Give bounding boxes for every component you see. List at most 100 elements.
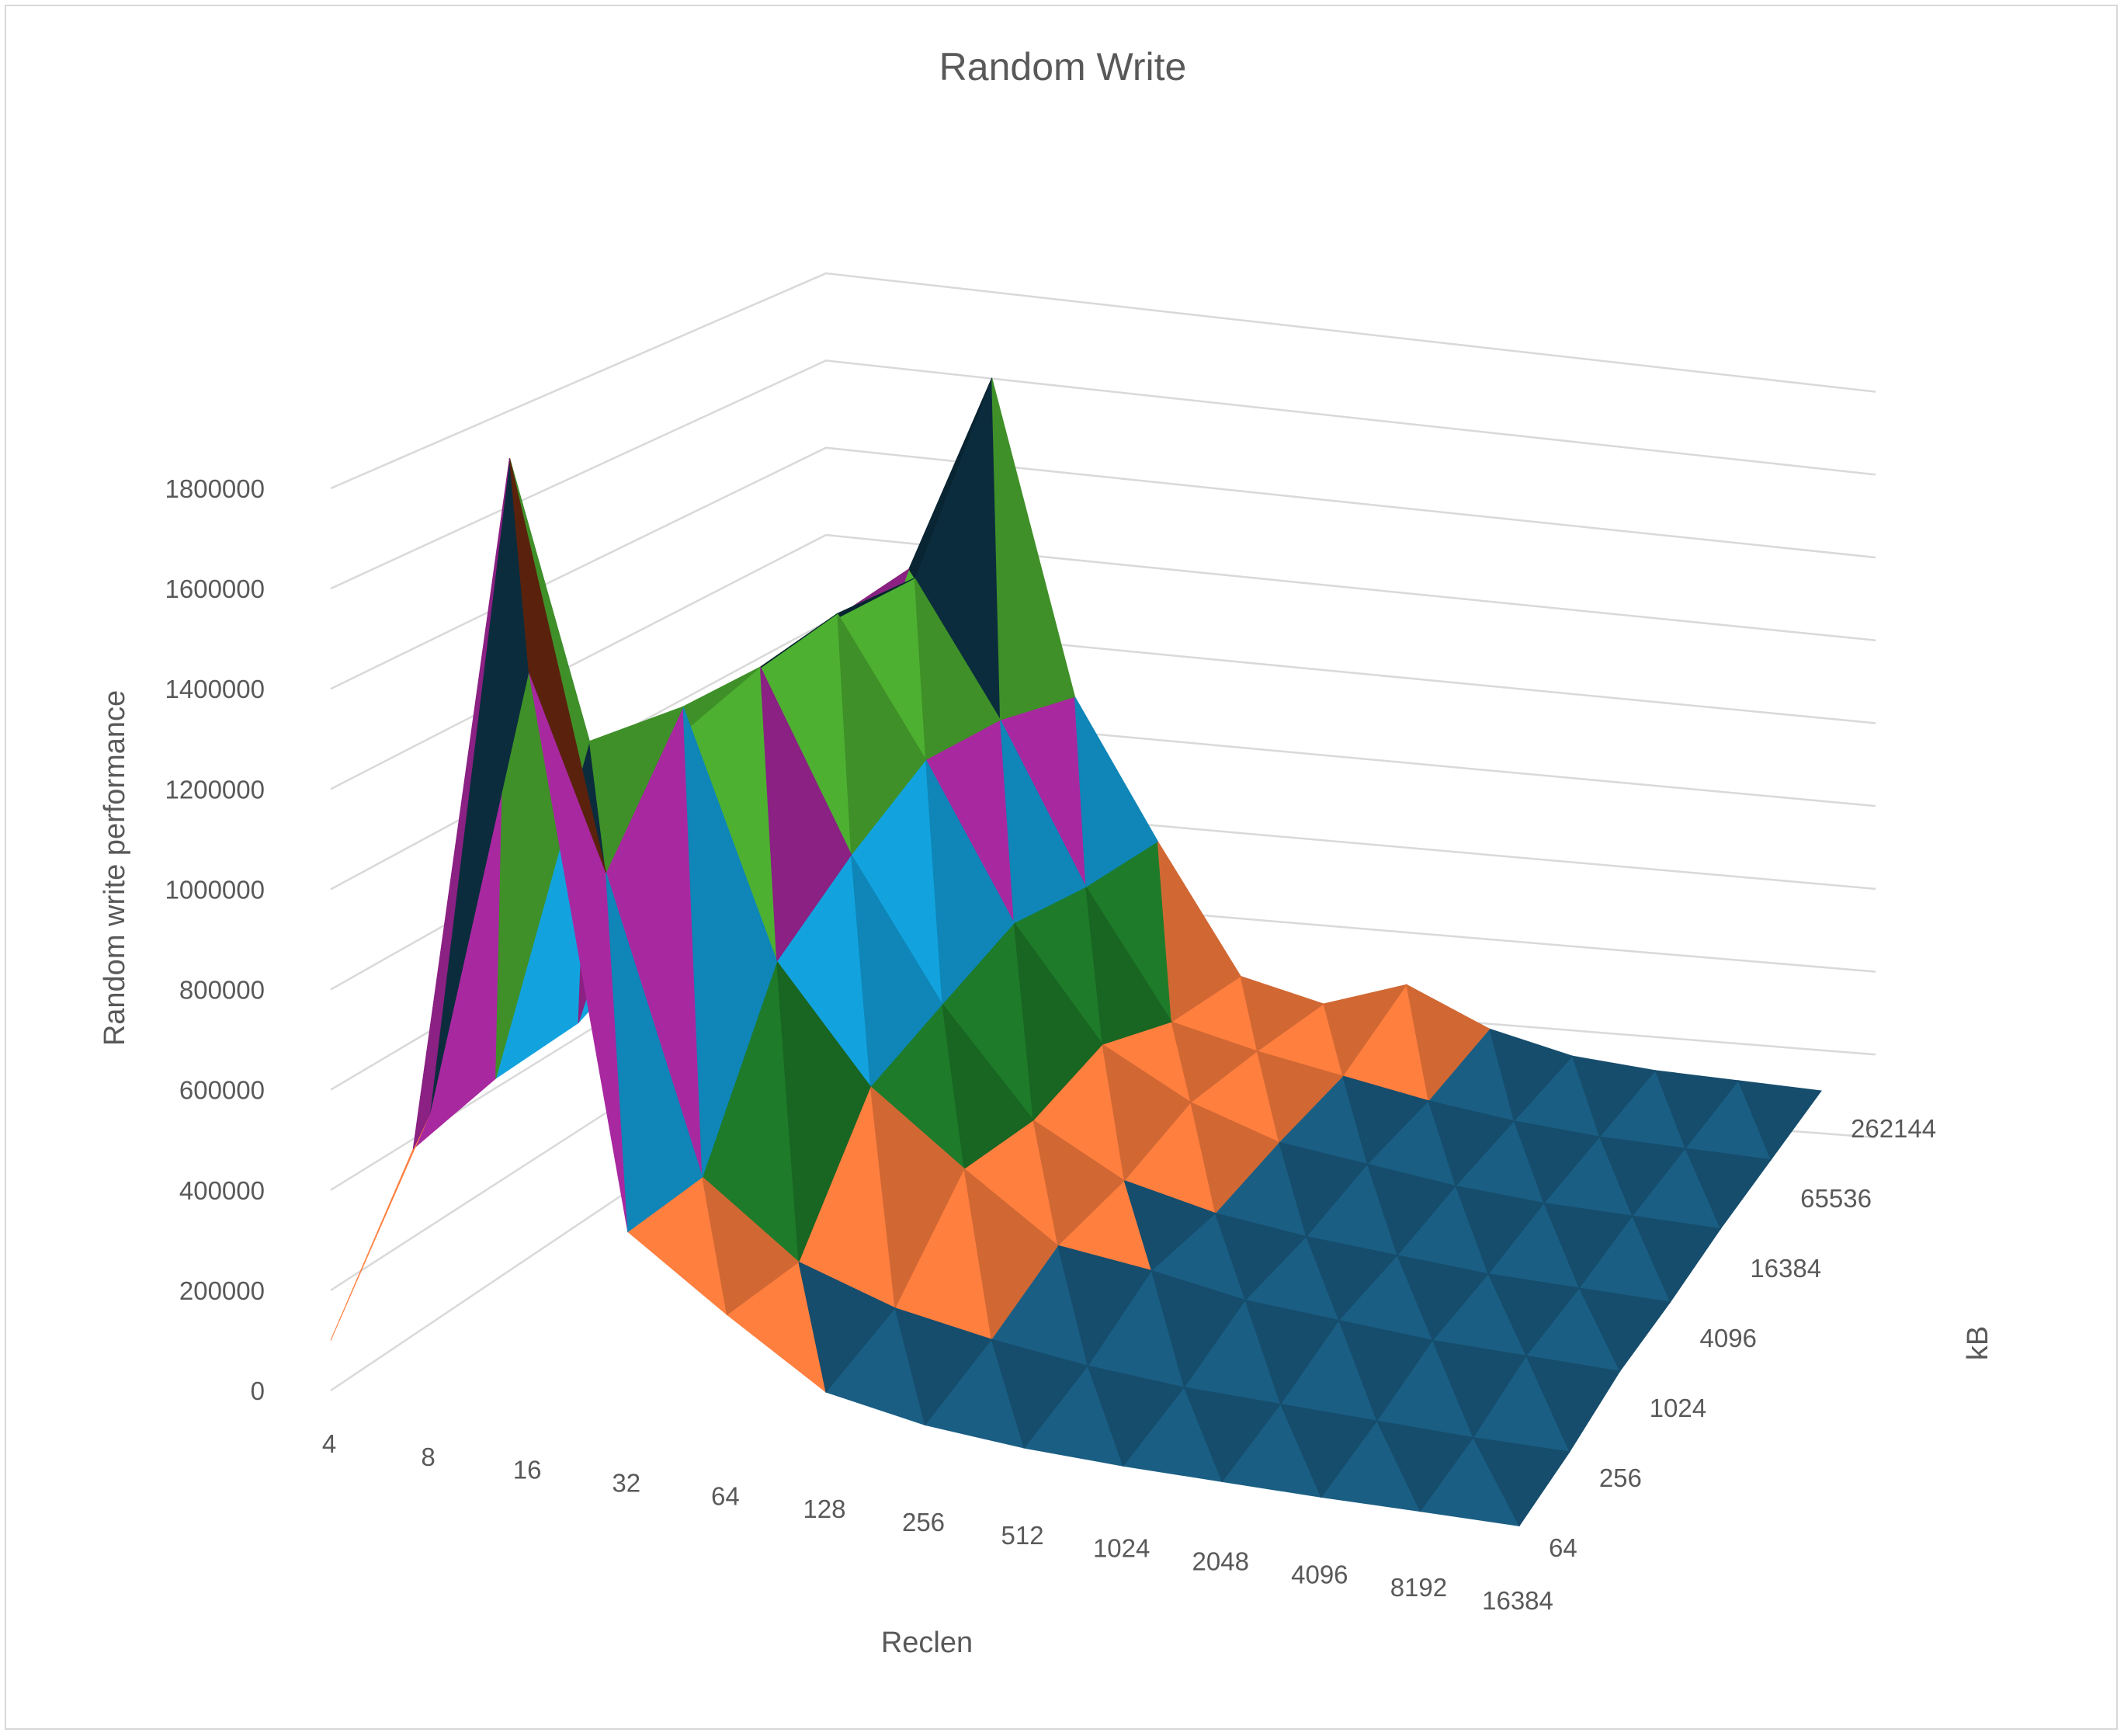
x-tick-label: 8192	[1390, 1573, 1447, 1602]
x-tick-label: 4	[322, 1429, 336, 1458]
surface-facet	[837, 613, 927, 856]
surface-facet	[798, 1261, 896, 1394]
surface-facet	[759, 666, 852, 963]
x-tick-label: 16	[513, 1456, 542, 1484]
surface-facet	[1578, 1287, 1671, 1373]
z-tick-label: 400000	[179, 1176, 265, 1205]
depth-axis-title: kB	[1962, 1326, 1994, 1360]
z-tick-label: 800000	[179, 976, 265, 1005]
surface-facet	[1305, 1235, 1398, 1321]
z-tick-label: 1800000	[165, 474, 265, 503]
surface-facet	[1256, 1050, 1344, 1144]
surface-facet	[1631, 1215, 1722, 1304]
surface-facet	[1366, 1163, 1456, 1256]
surface-facet	[1240, 975, 1325, 1052]
surface-facet	[869, 1085, 965, 1310]
surface-facet	[1432, 1339, 1527, 1439]
surface-facet	[908, 377, 993, 579]
surface-facet	[1102, 1043, 1192, 1182]
x-tick-label: 128	[803, 1495, 845, 1523]
surface-facet	[942, 1002, 1034, 1170]
surface-facet	[1157, 841, 1241, 1023]
z-tick-label: 600000	[179, 1076, 265, 1105]
depth-tick-label: 4096	[1700, 1324, 1757, 1352]
surface-facet	[1279, 1403, 1378, 1498]
surface-facet	[1183, 1387, 1282, 1483]
x-tick-label: 32	[612, 1469, 640, 1498]
surface-facet	[1513, 1120, 1601, 1204]
x-tick-label: 1024	[1093, 1534, 1150, 1563]
depth-tick-label: 256	[1599, 1463, 1642, 1492]
z-tick-label: 1200000	[165, 775, 265, 804]
surface-facet	[1525, 1355, 1621, 1453]
surface-facet	[606, 872, 703, 1233]
x-tick-label: 2048	[1192, 1547, 1249, 1576]
surface-facet	[1085, 886, 1172, 1045]
surface-facet	[1013, 921, 1103, 1121]
surface-facet	[1455, 1185, 1545, 1275]
surface-facet	[1376, 1420, 1474, 1512]
axes: 0 200000 400000 600000 800000 1000000 1200000 1…	[165, 474, 1937, 1615]
surface-facet	[1087, 1365, 1185, 1467]
surface-facet	[776, 960, 871, 1262]
surface-facet	[991, 377, 1076, 720]
depth-tick-label: 262144	[1851, 1114, 1936, 1143]
surface-facet	[588, 706, 684, 874]
surface-facet	[1598, 1136, 1686, 1217]
surface-facet	[1278, 1141, 1369, 1238]
x-tick-label: 64	[711, 1481, 740, 1510]
surface-facet	[1123, 1179, 1216, 1272]
z-tick-label: 1400000	[165, 675, 265, 703]
surface-facet	[1341, 1075, 1429, 1165]
surface-facet	[701, 1175, 800, 1316]
y-axis-title: Random write performance	[99, 690, 131, 1046]
surface-facet	[1472, 1436, 1570, 1527]
surface-facet	[1487, 1273, 1581, 1357]
surface-plot	[330, 377, 1822, 1527]
surface-facet	[1171, 1021, 1258, 1103]
surface-facet	[914, 578, 1001, 761]
depth-tick-label: 1024	[1650, 1394, 1706, 1422]
surface-facet	[1323, 984, 1407, 1078]
x-tick-label: 8	[421, 1443, 435, 1471]
surface-facet	[508, 458, 607, 873]
surface-facet	[1190, 1102, 1280, 1214]
z-tick-label: 200000	[179, 1276, 265, 1305]
surface-facet	[1406, 984, 1491, 1102]
surface-facet	[1074, 696, 1159, 888]
z-tick-label: 1000000	[165, 875, 265, 904]
surface-facet	[1571, 1055, 1657, 1138]
surface-facet	[1685, 1147, 1772, 1230]
gridline	[330, 359, 1876, 590]
surface-facet	[1397, 1255, 1490, 1342]
z-tick-label: 1600000	[165, 575, 265, 603]
surface-facet	[1214, 1212, 1307, 1301]
surface-facet	[851, 854, 943, 1088]
depth-tick-label: 64	[1549, 1533, 1577, 1562]
surface-facet	[991, 1338, 1089, 1450]
chart-title: Random Write	[939, 45, 1187, 89]
x-tick-label: 256	[902, 1508, 945, 1536]
surface-facet	[1057, 1245, 1153, 1367]
surface-facet	[682, 707, 778, 1178]
x-tick-label: 16384	[1482, 1586, 1553, 1615]
surface-facet	[894, 1307, 992, 1426]
x-tick-label: 4096	[1291, 1560, 1348, 1588]
depth-tick-label: 16384	[1750, 1254, 1821, 1283]
x-axis-title: Reclen	[881, 1627, 973, 1659]
surface-chart: 0 200000 400000 600000 800000 1000000 1200000 1…	[99, 45, 1994, 1659]
surface-facet	[330, 1113, 431, 1341]
surface-facet	[1428, 1100, 1515, 1187]
surface-facet	[925, 759, 1015, 1005]
surface-facet	[1150, 1269, 1246, 1389]
surface-facet	[1000, 719, 1087, 924]
surface-facet	[1032, 1119, 1126, 1247]
surface-facet	[963, 1168, 1059, 1341]
chart-frame: 0 200000 400000 600000 800000 1000000 1200000 1…	[5, 5, 2118, 1730]
surface-facet	[1244, 1299, 1340, 1405]
surface-facet	[1737, 1080, 1822, 1161]
gridline	[330, 272, 1876, 490]
surface-facet	[1338, 1319, 1434, 1422]
x-tick-label: 512	[1001, 1521, 1044, 1550]
surface-facet	[1543, 1203, 1633, 1290]
